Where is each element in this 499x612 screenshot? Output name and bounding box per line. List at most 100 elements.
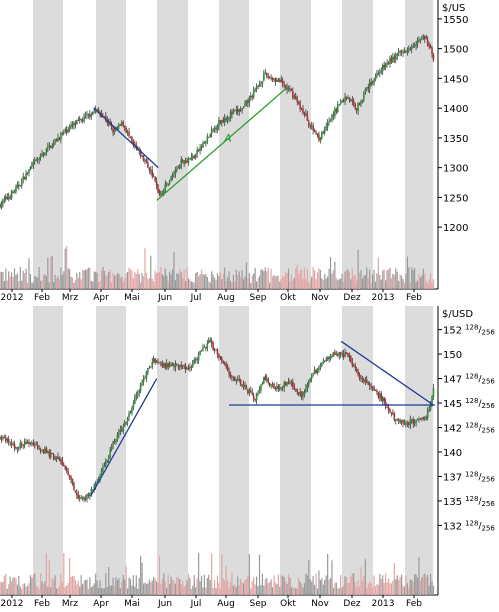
candle [386,403,388,408]
volume-bar [302,278,304,289]
candle [10,439,13,449]
volume-bar [126,272,129,289]
candle [68,474,71,480]
volume-bar [364,275,366,289]
candle-body [221,120,223,123]
volume-bar [76,584,78,595]
candle-body [300,391,303,398]
candle [171,362,174,367]
candle [271,381,274,388]
candle [55,456,58,463]
candle [61,457,64,466]
candle-body [47,451,49,453]
volume-bar [50,256,52,289]
volume-bar [180,584,182,595]
volume-bar [244,580,246,595]
volume-bar [245,262,248,289]
candle-body [274,78,277,82]
volume-bar [35,585,37,595]
candle [22,172,24,184]
candle [184,157,187,165]
candle-body [265,73,268,77]
candle-body [306,114,309,121]
candle [255,392,258,405]
candle-body [55,139,58,142]
y-tick-label: 145 128/256 [443,397,495,410]
volume-bar [266,271,268,289]
candle [170,175,172,182]
candle [219,355,222,361]
candle-body [71,124,74,126]
candle [402,418,404,428]
volume-bar [215,588,217,595]
candle [96,478,98,484]
candle [186,157,188,164]
candle [116,432,119,442]
candle [302,104,304,116]
volume-bar [369,269,371,289]
candle-body [261,81,264,84]
candle-body [86,494,88,499]
volume-bar [273,575,275,595]
candle [422,416,425,421]
candle-body [405,423,407,425]
candle-body [132,141,135,144]
volume-bar [319,269,321,289]
candle-body [94,482,97,486]
volume-bar [155,581,158,595]
volume-bar [173,252,175,289]
candle-body [131,407,133,413]
candle-body [44,448,46,454]
candle [397,418,400,425]
candle [213,347,216,354]
volume-bar [140,282,142,289]
candle-body [103,465,106,467]
candle [392,52,394,63]
candle [257,390,259,397]
volume-bar [37,587,39,595]
volume-bar [324,274,326,289]
candle [290,380,293,387]
volume-bar [31,577,33,595]
volume-bar [274,582,277,595]
candle [61,131,64,136]
volume-bar [383,583,385,595]
candle-body [9,442,11,444]
volume-bar [183,586,185,595]
candle [165,359,168,370]
volume-bar [256,576,258,595]
candle-body [232,110,235,114]
trendline [156,86,288,201]
candle [394,52,397,64]
candle [419,418,422,421]
volume-bar [171,269,174,289]
volume-bar [305,279,307,289]
volume-bar [318,268,320,289]
volume-bar [106,275,108,289]
candle [207,136,210,138]
volume-bar [19,586,21,595]
tick-fraction-numerator: 128 [465,397,478,405]
candle [65,466,68,474]
volume-bar [186,580,188,595]
candle-body [221,357,223,363]
volume-bar [32,282,34,289]
volume-bar [290,587,293,595]
candle [207,337,210,344]
x-tick-label: 2012 [1,293,24,303]
volume-bar [293,277,295,289]
volume-bar [137,588,139,595]
tick-fraction-slash: / [478,326,482,336]
volume-bar [285,580,287,595]
candle-body [71,478,74,483]
candle [160,190,162,197]
volume-bar [115,577,117,595]
month-band [96,0,126,289]
volume-bar [412,581,414,595]
x-tick-label: Nov [311,293,329,303]
candle-body [33,160,36,162]
candle [283,80,285,89]
month-band [405,306,433,595]
candle-body [329,356,332,360]
